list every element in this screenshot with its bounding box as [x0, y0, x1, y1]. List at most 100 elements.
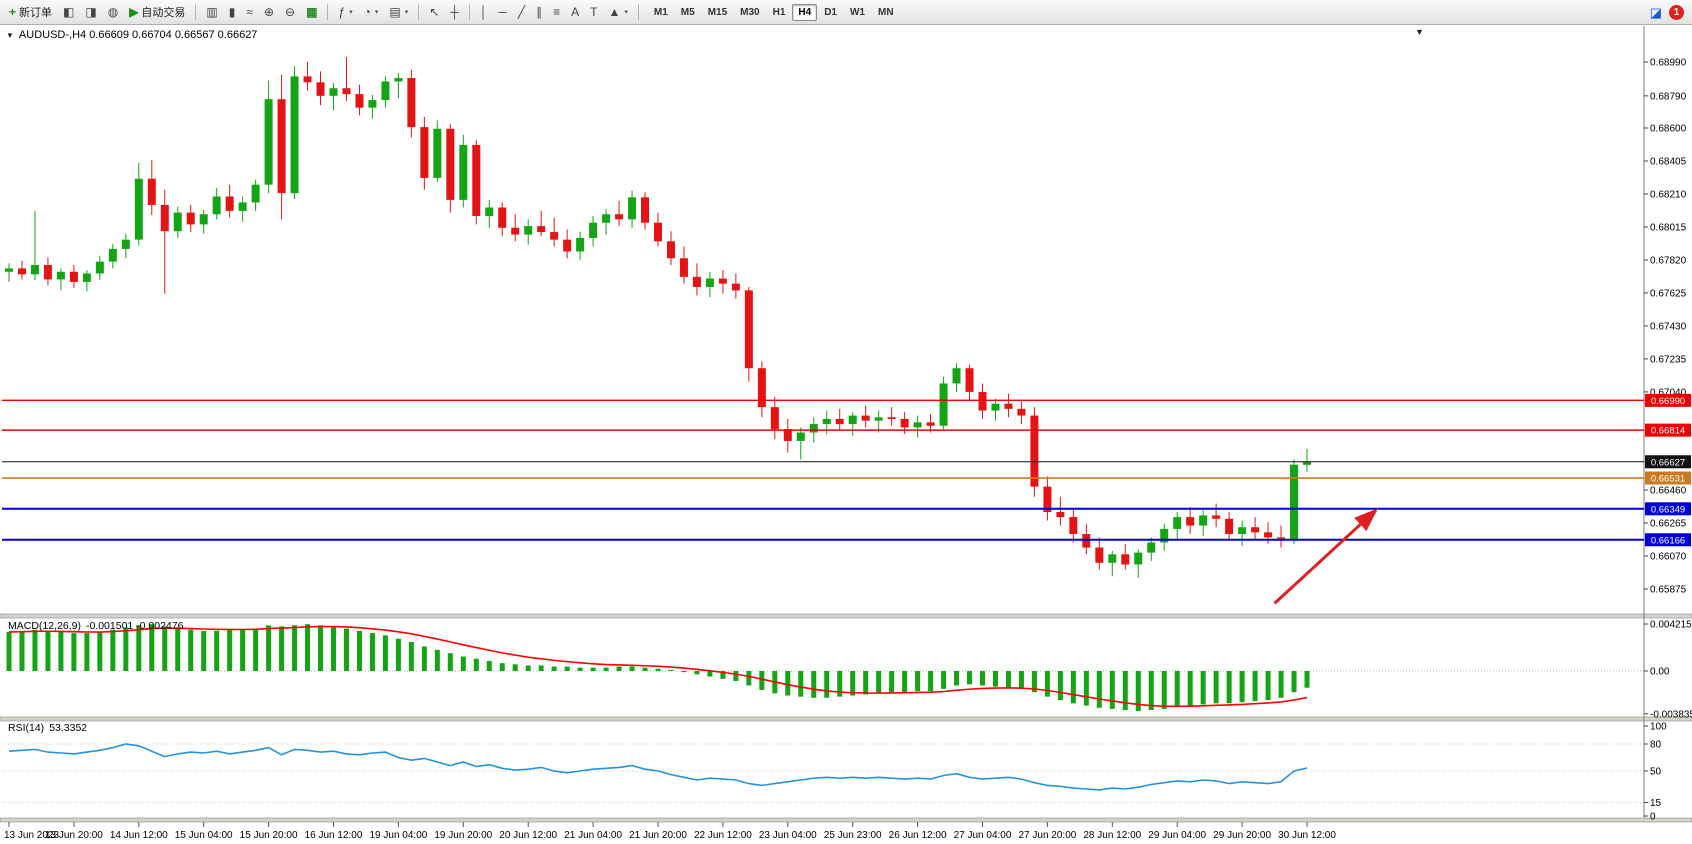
cursor-button[interactable]: ↖ — [424, 1, 444, 23]
panel-separator[interactable] — [0, 613, 1692, 619]
time-axis-label[interactable]: 13 Jun 2023 — [4, 830, 59, 841]
timeframe-bar: M1 M5 M15 M30 H1 H4 D1 W1 MN — [648, 3, 900, 21]
candle — [30, 265, 39, 275]
time-axis-label[interactable]: 30 Jun 12:00 — [1278, 830, 1336, 841]
time-axis-label[interactable]: 21 Jun 20:00 — [629, 830, 687, 841]
time-axis-label[interactable]: 29 Jun 20:00 — [1213, 830, 1271, 841]
time-axis-label[interactable]: 15 Jun 04:00 — [175, 830, 233, 841]
ohlc-collapse-icon[interactable]: ▼ — [6, 30, 14, 40]
time-axis-label[interactable]: 15 Jun 20:00 — [240, 830, 298, 841]
macd-values: -0.001501 -0.002476 — [85, 620, 184, 632]
trend-arrow[interactable] — [1273, 508, 1379, 605]
price-tag — [1645, 455, 1691, 469]
templates-button[interactable]: ▤ ▾ — [384, 1, 413, 23]
candle — [1043, 486, 1052, 513]
candle — [1225, 518, 1234, 535]
rsi-axis-label: 80 — [1650, 740, 1662, 751]
crosshair-button[interactable]: ┼ — [445, 1, 464, 23]
zoom-in-button[interactable]: ⊕ — [259, 1, 279, 23]
time-axis-label[interactable]: 23 Jun 04:00 — [759, 830, 817, 841]
timeframe-m1-button[interactable]: M1 — [653, 6, 668, 18]
chart-window-button[interactable]: ◧ — [58, 1, 79, 23]
trendline-button[interactable]: ╱ — [513, 1, 530, 23]
timeframe-d1-button[interactable]: D1 — [824, 6, 837, 18]
price-axis-label: 0.68600 — [1650, 123, 1687, 134]
auto-trading-button[interactable]: ▶ 自动交易 — [124, 1, 190, 23]
panel-separator[interactable] — [0, 817, 1692, 823]
horizontal-line-icon: ─ — [498, 5, 507, 19]
candle — [576, 237, 585, 252]
candle — [874, 417, 883, 421]
arrows-button[interactable]: ▲ ▾ — [603, 1, 632, 23]
candle — [446, 128, 455, 200]
candle — [654, 222, 662, 242]
app-icon[interactable]: ◪ — [1649, 4, 1662, 20]
time-axis-label[interactable]: 14 Jun 12:00 — [110, 830, 168, 841]
text-label-button[interactable]: T — [585, 1, 602, 23]
time-axis-label[interactable]: 29 Jun 04:00 — [1148, 830, 1206, 841]
timeframe-m15-button[interactable]: M15 — [707, 6, 728, 18]
line-chart-button[interactable]: ≈ — [241, 1, 258, 23]
time-axis-label[interactable]: 22 Jun 12:00 — [694, 830, 752, 841]
equidistant-channel-button[interactable]: ∥ — [531, 1, 547, 23]
trendline-icon: ╱ — [517, 5, 526, 19]
periods-button[interactable]: ◔ ▾ — [359, 1, 384, 23]
candle — [277, 99, 286, 194]
tile-windows-icon: ▦ — [306, 5, 318, 19]
indicators-button[interactable]: ƒ ▾ — [333, 1, 357, 23]
new-order-button[interactable]: + 新订单 — [4, 1, 57, 23]
time-axis-label[interactable]: 20 Jun 12:00 — [499, 830, 557, 841]
rsi-axis-label: 0 — [1650, 812, 1656, 823]
vertical-line-button[interactable]: │ — [475, 1, 493, 23]
profiles-button[interactable]: ◨ — [80, 1, 101, 23]
timeframe-m30-button[interactable]: M30 — [740, 6, 760, 18]
candle — [1199, 515, 1208, 526]
timeframe-h1-button[interactable]: H1 — [772, 6, 786, 18]
candle — [186, 212, 195, 225]
vertical-line-icon: │ — [479, 5, 488, 19]
time-axis-label[interactable]: 19 Jun 20:00 — [434, 830, 492, 841]
time-axis-label[interactable]: 21 Jun 04:00 — [564, 830, 622, 841]
tile-windows-button[interactable]: ▦ — [301, 1, 322, 23]
candle — [1212, 515, 1221, 519]
candle — [264, 99, 273, 185]
time-axis-label[interactable]: 27 Jun 20:00 — [1018, 830, 1076, 841]
timeframe-mn-button[interactable]: MN — [877, 6, 894, 18]
text-button[interactable]: A — [566, 1, 584, 23]
time-axis-label[interactable]: 28 Jun 12:00 — [1083, 830, 1141, 841]
candle — [861, 415, 870, 421]
time-axis-label[interactable]: 16 Jun 12:00 — [305, 830, 363, 841]
timeframe-w1-button[interactable]: W1 — [849, 6, 865, 18]
price-axis-label: 0.66265 — [1650, 519, 1687, 530]
timeframe-h4-button[interactable]: H4 — [792, 3, 818, 21]
candle — [1251, 527, 1260, 533]
time-axis-label[interactable]: 19 Jun 04:00 — [369, 830, 427, 841]
fibonacci-icon: ≡ — [553, 5, 561, 19]
candle — [134, 178, 143, 240]
chart-shift-marker-icon[interactable]: ▼ — [1415, 27, 1424, 37]
candlestick-chart-button[interactable]: ▮ — [224, 1, 241, 23]
time-axis-label[interactable]: 27 Jun 04:00 — [954, 830, 1012, 841]
time-axis-label[interactable]: 25 Jun 23:00 — [824, 830, 882, 841]
fibonacci-button[interactable]: ≡ — [548, 1, 565, 23]
zoom-out-button[interactable]: ⊖ — [280, 1, 300, 23]
chart-title: ▼ AUDUSD-,H4 0.66609 0.66704 0.66567 0.6… — [6, 29, 257, 41]
time-axis-label[interactable]: 26 Jun 12:00 — [889, 830, 947, 841]
macd-axis-label: -0.003835 — [1650, 709, 1692, 720]
text-label-icon: T — [590, 5, 598, 19]
candles — [5, 56, 1311, 578]
candle — [82, 273, 91, 282]
market-watch-button[interactable]: ◍ — [103, 1, 123, 23]
candle — [1056, 512, 1065, 518]
horizontal-line-button[interactable]: ─ — [493, 1, 512, 23]
panel-separator[interactable] — [0, 716, 1692, 722]
candle — [770, 407, 779, 430]
candle — [342, 88, 351, 95]
auto-trading-label: 自动交易 — [141, 7, 186, 19]
bar-chart-button[interactable]: ▥ — [201, 1, 222, 23]
timeframe-m5-button[interactable]: M5 — [680, 6, 695, 18]
time-axis-label[interactable]: 13 Jun 20:00 — [45, 830, 103, 841]
notification-badge[interactable]: 1 — [1669, 4, 1684, 20]
